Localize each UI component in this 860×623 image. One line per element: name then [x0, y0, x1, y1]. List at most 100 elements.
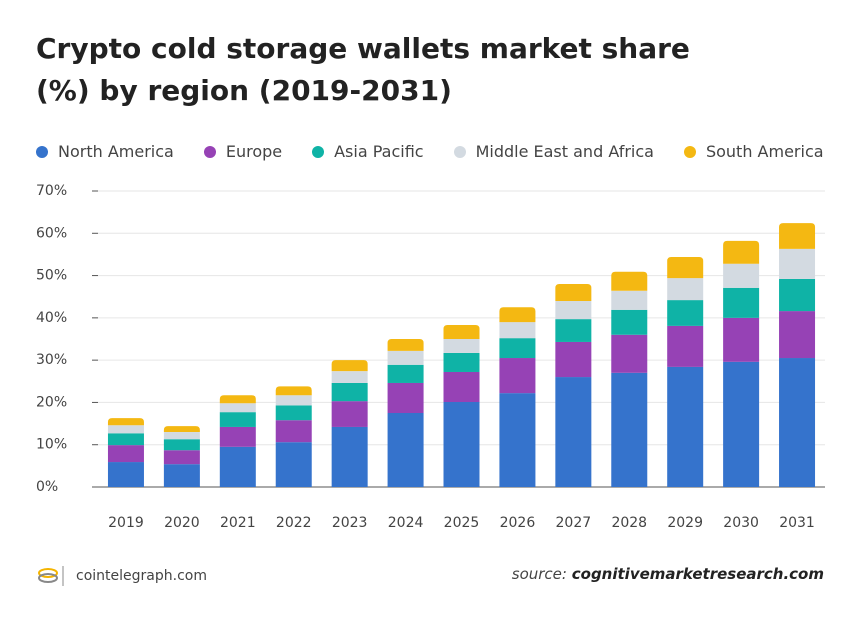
bar-segment	[443, 352, 480, 372]
y-tick-label: 50%	[36, 268, 67, 284]
bar-segment	[667, 325, 704, 367]
bar-segment	[387, 339, 424, 351]
logo	[38, 566, 64, 586]
bar-segment	[779, 248, 816, 279]
bar-segment	[499, 338, 536, 359]
x-tick-label: 2024	[388, 515, 424, 531]
bar-segment	[387, 413, 424, 487]
bar-segment	[219, 412, 256, 427]
bar-segment	[275, 405, 312, 421]
bar-segment	[779, 223, 816, 249]
bar-segment	[331, 426, 368, 487]
x-tick-label: 2022	[276, 515, 312, 531]
chart-title: Crypto cold storage wallets market share…	[36, 32, 690, 107]
bar-segment	[555, 377, 592, 487]
y-tick-label: 30%	[36, 352, 67, 368]
legend-item: South America	[683, 142, 824, 161]
bar-segment	[163, 439, 200, 451]
legend-label: South America	[705, 142, 824, 161]
legend-item: North America	[36, 142, 174, 161]
bar-segment	[387, 382, 424, 413]
bar-segment	[779, 311, 816, 359]
bar-segment	[107, 433, 144, 446]
bar-segment	[611, 372, 648, 487]
y-tick-label: 10%	[36, 437, 67, 453]
bar-segment	[163, 432, 200, 440]
bar-segment	[387, 364, 424, 383]
x-tick-label: 2025	[444, 515, 480, 531]
legend-label: Europe	[225, 142, 283, 161]
legend-item: Middle East and Africa	[453, 142, 654, 161]
legend-swatch	[312, 145, 325, 158]
bar-segment	[275, 420, 312, 443]
x-tick-label: 2029	[667, 515, 703, 531]
bar-segment	[163, 464, 200, 487]
bar-segment	[499, 307, 536, 323]
legend-item: Asia Pacific	[312, 142, 424, 161]
bar-segment	[275, 395, 312, 406]
bar-segment	[555, 284, 592, 301]
legend: North America Europe Asia Pacific Middle Ea…	[36, 142, 824, 161]
y-tick-label: 40%	[36, 310, 67, 326]
bar-segment	[107, 462, 144, 487]
bar-segment	[107, 445, 144, 463]
bar-segment	[331, 360, 368, 372]
bar-segment	[499, 393, 536, 487]
bar-segment	[443, 339, 480, 353]
bar-segment	[779, 358, 816, 487]
bar-segment	[667, 300, 704, 326]
bar-segment	[667, 278, 704, 301]
source-name: cognitivemarketresearch.com	[571, 565, 824, 583]
bar-segment	[667, 256, 704, 279]
x-tick-label: 2026	[500, 515, 536, 531]
bar-segment	[219, 446, 256, 487]
bar-segment	[331, 382, 368, 402]
y-tick-label: 0%	[36, 479, 58, 495]
bar-segment	[723, 361, 760, 487]
y-tick-label: 20%	[36, 394, 67, 410]
source-prefix: source:	[511, 565, 567, 583]
bar-segment	[219, 395, 256, 404]
x-tick-label: 2027	[556, 515, 592, 531]
x-tick-label: 2020	[164, 515, 200, 531]
x-tick-label: 2031	[779, 515, 815, 531]
bar-segment	[163, 450, 200, 465]
bar-segment	[723, 287, 760, 318]
bar-segment	[443, 325, 480, 339]
bar-segment	[611, 334, 648, 373]
source: source: cognitivemarketresearch.com	[512, 565, 824, 583]
brand: cointelegraph.com	[76, 568, 207, 584]
footer-brand: cointelegraph.com	[36, 565, 207, 587]
legend-label: Middle East and Africa	[475, 142, 654, 161]
bar-segment	[443, 371, 480, 403]
legend-label: Asia Pacific	[334, 142, 424, 161]
legend-swatch	[453, 145, 466, 158]
legend-label: North America	[58, 142, 174, 161]
y-tick-label: 70%	[36, 183, 67, 199]
bar-segment	[555, 341, 592, 378]
legend-swatch	[203, 145, 216, 158]
x-tick-label: 2019	[108, 515, 144, 531]
bar-segment	[667, 366, 704, 487]
bar-segment	[611, 290, 648, 310]
bar-segment	[723, 263, 760, 288]
bar-segment	[555, 300, 592, 320]
bar-segment	[779, 278, 816, 312]
x-tick-label: 2023	[332, 515, 368, 531]
x-tick-label: 2030	[723, 515, 759, 531]
bar-segment	[443, 402, 480, 487]
bar-segment	[219, 403, 256, 413]
bar-segment	[275, 386, 312, 396]
bar-segment	[107, 418, 144, 426]
bar-segment	[387, 350, 424, 365]
bar-segment	[219, 426, 256, 447]
x-tick-label: 2028	[611, 515, 647, 531]
legend-item: Europe	[203, 142, 283, 161]
x-tick-label: 2021	[220, 515, 256, 531]
bar-segment	[555, 319, 592, 342]
bar-segment	[611, 309, 648, 335]
bar-segment	[723, 240, 760, 264]
legend-swatch	[36, 145, 48, 158]
